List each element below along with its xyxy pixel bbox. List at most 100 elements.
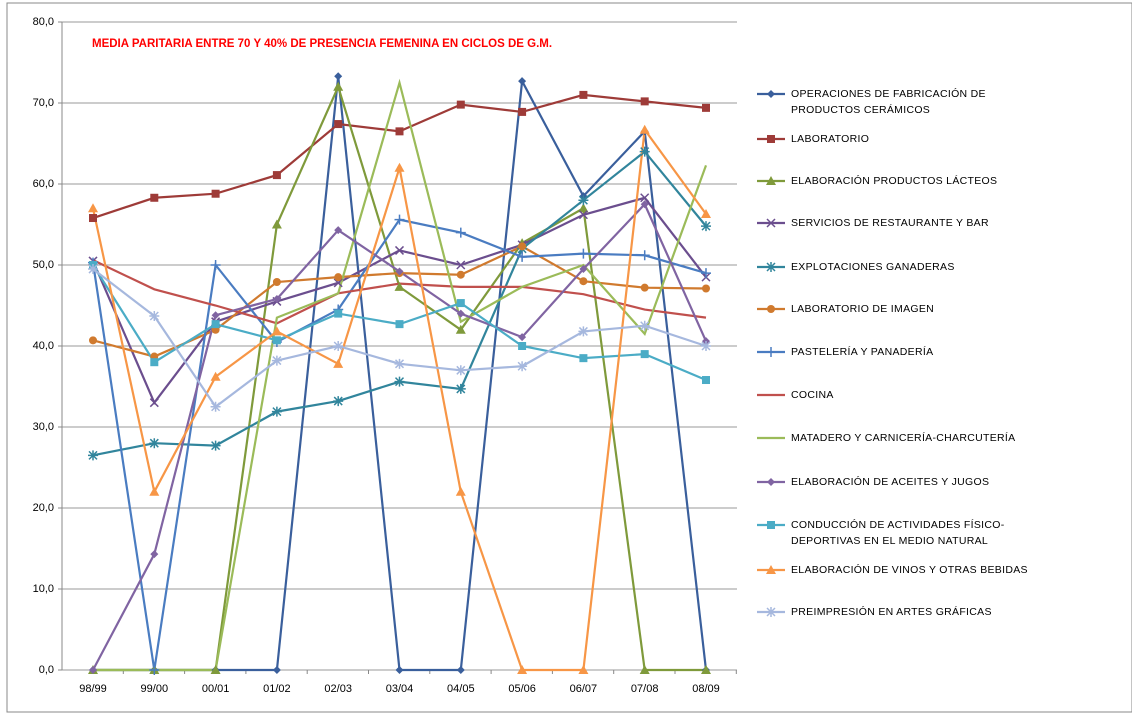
y-tick-label: 80,0: [33, 16, 54, 28]
marker: [394, 162, 405, 172]
legend-item: OPERACIONES DE FABRICACIÓN DE PRODUCTOS …: [755, 86, 1055, 118]
legend-swatch: [757, 305, 785, 313]
marker: [639, 665, 650, 674]
marker: [394, 214, 405, 225]
legend-label: COCINA: [791, 389, 834, 401]
legend-swatch: [757, 262, 785, 272]
marker: [518, 107, 527, 116]
legend-label: EXPLOTACIONES GANADERAS: [791, 261, 955, 273]
legend-item: COCINA: [755, 387, 1055, 403]
marker: [334, 309, 343, 318]
marker: [518, 242, 527, 251]
legend-label: SERVICIOS DE RESTAURANTE Y BAR: [791, 217, 989, 229]
legend-label: ELABORACIÓN DE VINOS Y OTRAS BEBIDAS: [791, 564, 1028, 576]
marker: [394, 376, 405, 387]
marker: [639, 320, 650, 331]
marker: [88, 203, 98, 213]
marker: [578, 195, 589, 206]
y-tick-label: 60,0: [33, 178, 54, 190]
legend-label: PASTELERÍA Y PANADERÍA: [791, 346, 934, 358]
y-tick-label: 0,0: [39, 664, 54, 676]
marker: [150, 550, 159, 559]
marker: [210, 665, 221, 674]
legend-label: MATADERO Y CARNICERÍA-CHARCUTERÍA: [791, 432, 1016, 444]
marker: [766, 176, 776, 185]
legend-item: PASTELERÍA Y PANADERÍA: [755, 344, 1055, 360]
legend-item: CONDUCCIÓN DE ACTIVIDADES FÍSICO-DEPORTI…: [755, 517, 1055, 549]
x-tick-label: 05/06: [508, 683, 536, 695]
x-tick-label: 99/00: [141, 683, 169, 695]
marker: [701, 208, 711, 218]
marker: [271, 355, 282, 366]
marker: [578, 665, 589, 674]
marker: [333, 396, 344, 407]
marker: [394, 281, 405, 291]
legend-label: OPERACIONES DE FABRICACIÓN DE PRODUCTOS …: [791, 88, 986, 116]
marker: [639, 250, 650, 261]
marker: [517, 251, 528, 262]
legend-item: ELABORACIÓN DE ACEITES Y JUGOS: [755, 474, 1055, 490]
marker: [89, 336, 97, 345]
marker: [518, 342, 527, 350]
marker: [271, 219, 282, 229]
marker: [210, 260, 221, 270]
legend-item: EXPLOTACIONES GANADERAS: [755, 259, 1055, 275]
marker: [89, 666, 97, 674]
legend-item: ELABORACIÓN PRODUCTOS LÁCTEOS: [755, 173, 1055, 189]
legend-item: LABORATORIO: [755, 131, 1055, 147]
marker: [701, 268, 711, 279]
series-line: [93, 78, 708, 672]
marker: [88, 264, 98, 275]
marker: [272, 666, 281, 674]
legend-item: PREIMPRESIÓN EN ARTES GRÁFICAS: [755, 604, 1055, 620]
legend-swatch: [757, 90, 785, 98]
marker: [578, 326, 589, 337]
x-tick-label: 98/99: [79, 683, 107, 695]
marker: [333, 358, 344, 368]
marker: [150, 193, 159, 202]
marker: [211, 311, 220, 320]
marker: [766, 262, 776, 272]
legend-label: CONDUCCIÓN DE ACTIVIDADES FÍSICO-DEPORTI…: [791, 519, 1005, 547]
legend-item: ELABORACIÓN DE VINOS Y OTRAS BEBIDAS: [755, 562, 1055, 578]
marker: [456, 666, 465, 674]
marker: [334, 226, 343, 235]
marker: [701, 221, 711, 232]
y-tick-label: 10,0: [33, 583, 54, 595]
marker: [578, 203, 589, 213]
marker: [456, 260, 466, 270]
marker: [394, 358, 405, 369]
marker: [640, 350, 649, 359]
legend-swatch: [757, 218, 785, 228]
marker: [579, 265, 588, 274]
marker: [639, 146, 650, 157]
y-tick-label: 20,0: [33, 502, 54, 514]
marker: [395, 666, 404, 674]
marker: [766, 218, 776, 228]
x-tick-label: 01/02: [263, 683, 291, 695]
legend-item: LABORATORIO DE IMAGEN: [755, 301, 1055, 317]
x-tick-label: 08/09: [692, 683, 720, 695]
x-tick-label: 03/04: [386, 683, 414, 695]
x-tick-label: 04/05: [447, 683, 475, 695]
marker: [702, 284, 710, 293]
legend-label: LABORATORIO: [791, 133, 870, 145]
marker: [766, 347, 776, 357]
marker: [334, 120, 343, 129]
y-tick-label: 70,0: [33, 97, 54, 109]
marker: [640, 193, 650, 203]
marker: [271, 406, 282, 417]
marker: [88, 450, 98, 461]
legend-swatch: [757, 607, 785, 617]
marker: [210, 401, 221, 412]
chart-border: [6, 2, 1132, 713]
marker: [455, 324, 466, 334]
marker: [334, 273, 343, 282]
marker: [456, 299, 465, 308]
marker: [150, 358, 159, 367]
x-tick-label: 06/07: [570, 683, 598, 695]
marker: [517, 361, 528, 372]
marker: [767, 135, 775, 143]
legend-item: MATADERO Y CARNICERÍA-CHARCUTERÍA: [755, 430, 1055, 446]
